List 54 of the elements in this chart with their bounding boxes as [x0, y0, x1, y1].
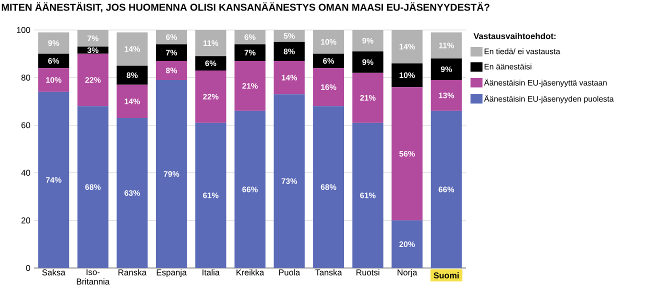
chart-title: MITEN ÄÄNESTÄISIT, JOS HUOMENNA OLISI KANSANÄÄNESTYS OMAN MAASI EU-JÄSENYYDESTÄ? [2, 2, 490, 12]
bar [38, 68, 70, 92]
bar [77, 106, 108, 268]
bar [195, 122, 226, 268]
y-tick-label: 100 [16, 27, 30, 33]
bar [313, 106, 344, 268]
bar [352, 51, 384, 73]
legend-title: Vastausvaihtoehdot: [474, 32, 556, 40]
bar [116, 66, 148, 85]
y-tick-label: 80 [21, 74, 30, 81]
bar [234, 110, 266, 268]
bar [116, 118, 148, 268]
bar [156, 60, 187, 80]
bar [234, 60, 266, 111]
bar [392, 220, 423, 268]
bar [77, 54, 108, 106]
bar [274, 94, 305, 268]
bar [38, 32, 70, 54]
bar [77, 46, 108, 54]
bar [274, 60, 305, 94]
bar [156, 44, 187, 61]
bar [392, 87, 423, 220]
bar [38, 54, 70, 68]
bar [116, 32, 148, 66]
bar [313, 54, 344, 68]
bar [274, 42, 305, 61]
x-tick-label: Puola [279, 269, 300, 276]
y-tick-label: 0 [26, 265, 30, 271]
x-tick-label: Suomi [434, 272, 459, 278]
x-tick-label: Norja [398, 269, 418, 278]
y-tick-label: 60 [22, 122, 30, 128]
bar [392, 63, 423, 88]
x-tick-label: Italia [202, 269, 220, 276]
x-tick-label: Kreikka [236, 269, 264, 276]
y-tick-label: 20 [21, 217, 30, 224]
bar [195, 70, 226, 123]
x-tick-label: Iso-Britannia [76, 269, 110, 285]
bar [430, 32, 462, 59]
bar [116, 84, 148, 118]
x-tick-label: Tanska [315, 269, 342, 276]
bar [234, 44, 266, 61]
x-tick-label: Ranska [118, 269, 147, 276]
bar [313, 68, 344, 106]
x-tick-label: Saksa [42, 269, 66, 276]
bar [352, 122, 384, 268]
bar [156, 80, 187, 268]
bar [430, 80, 462, 111]
bar [430, 58, 462, 80]
x-tick-label: Espanja [156, 269, 187, 278]
bar [38, 92, 70, 268]
bar [352, 72, 384, 123]
x-tick-label: Ruotsi [356, 269, 380, 276]
y-tick-label: 40 [21, 170, 30, 176]
bar [195, 56, 226, 70]
